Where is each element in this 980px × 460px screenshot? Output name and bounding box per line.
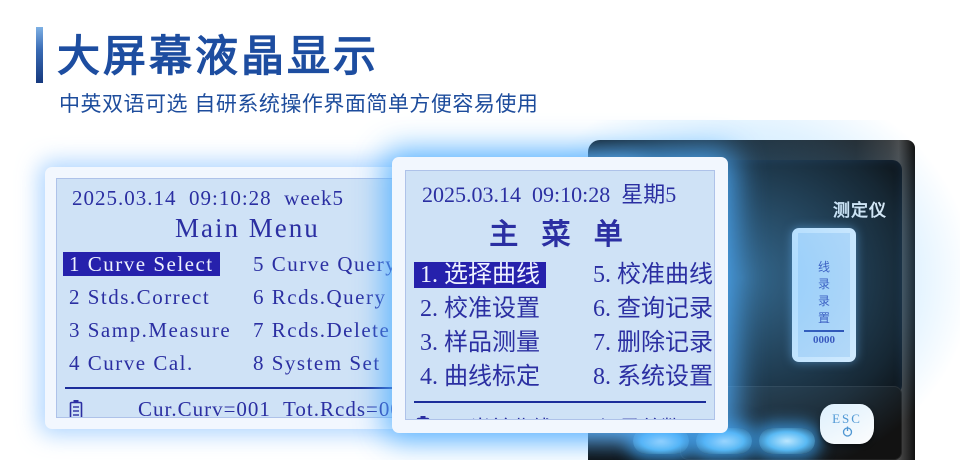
esc-button-label: ESC xyxy=(832,410,862,426)
menu-item[interactable]: 4. 曲线标定 xyxy=(420,364,540,390)
menu-row: 1 Curve Select 5 Curve Query xyxy=(57,248,625,281)
menu-item[interactable]: 4 Curve Cal. xyxy=(69,351,194,375)
datetime-line: 2025.03.14 09:10:28 week5 xyxy=(72,186,344,210)
lcd-screen-chinese-content: 2025.03.14 09:10:28 星期5 主 菜 单 1. 选择曲线 5.… xyxy=(405,170,715,420)
mini-screen-divider xyxy=(804,330,844,332)
status-bar: 当前曲线=001 记录总数=0000 xyxy=(406,411,714,419)
menu-item[interactable]: 8 System Set xyxy=(253,351,381,375)
instrument-lcd-mini-content: 线 录 录 置 0000 xyxy=(798,233,850,357)
datetime-line: 2025.03.14 09:10:28 星期5 xyxy=(422,182,677,207)
menu-row: 3 Samp.Measure 7 Rcds.Delete xyxy=(57,314,625,347)
menu-item-selected[interactable]: 1. 选择曲线 xyxy=(414,262,546,288)
page-title: 大屏幕液晶显示 xyxy=(57,33,379,81)
battery-icon xyxy=(416,416,430,419)
esc-button[interactable]: ESC xyxy=(820,404,874,444)
menu-row: 2. 校准设置 6. 查询记录 xyxy=(406,292,714,326)
menu-item[interactable]: 6. 查询记录 xyxy=(593,296,713,322)
menu-item[interactable]: 7. 删除记录 xyxy=(593,330,713,356)
menu-title: Main Menu xyxy=(175,213,320,243)
lcd-screen-chinese: 2025.03.14 09:10:28 星期5 主 菜 单 1. 选择曲线 5.… xyxy=(392,157,728,433)
mini-screen-text-column: 线 录 录 置 xyxy=(817,260,830,325)
status-divider xyxy=(414,401,706,403)
menu-item[interactable]: 2. 校准设置 xyxy=(420,296,540,322)
instrument-model-label: 测定仪 xyxy=(833,201,887,220)
mini-screen-bottom-value: 0000 xyxy=(813,334,835,346)
menu-item[interactable]: 8. 系统设置 xyxy=(593,364,713,390)
menu-item[interactable]: 3 Samp.Measure xyxy=(69,318,232,342)
menu-item-selected[interactable]: 1 Curve Select xyxy=(63,252,220,276)
status-text: 当前曲线=001 记录总数=0000 xyxy=(470,411,714,419)
menu-item[interactable]: 2 Stds.Correct xyxy=(69,285,211,309)
battery-icon xyxy=(69,399,83,417)
menu-row: 3. 样品测量 7. 删除记录 xyxy=(406,326,714,360)
instrument-lcd-mini: 线 录 录 置 0000 xyxy=(792,228,856,362)
power-icon xyxy=(842,426,852,437)
menu-row: 4 Curve Cal. 8 System Set xyxy=(57,347,625,380)
menu-row: 1. 选择曲线 5. 校准曲线 xyxy=(406,258,714,292)
status-text: Cur.Curv=001 Tot.Rcds=0000 xyxy=(138,397,425,418)
menu-item[interactable]: 6 Rcds.Query xyxy=(253,285,387,309)
menu-title: 主 菜 单 xyxy=(489,219,631,251)
menu-item[interactable]: 3. 样品测量 xyxy=(420,330,540,356)
title-accent-bar xyxy=(36,27,43,83)
status-divider xyxy=(65,387,617,389)
menu-row: 4. 曲线标定 8. 系统设置 xyxy=(406,360,714,394)
menu-row: 2 Stds.Correct 6 Rcds.Query xyxy=(57,281,625,314)
menu-item[interactable]: 7 Rcds.Delete xyxy=(253,318,391,342)
menu-item[interactable]: 5 Curve Query xyxy=(253,252,398,276)
status-bar: Cur.Curv=001 Tot.Rcds=0000 xyxy=(57,397,625,418)
menu-item[interactable]: 5. 校准曲线 xyxy=(593,262,713,288)
backlit-key[interactable] xyxy=(759,428,815,454)
page-subtitle: 中英双语可选 自研系统操作界面简单方便容易使用 xyxy=(59,93,539,116)
